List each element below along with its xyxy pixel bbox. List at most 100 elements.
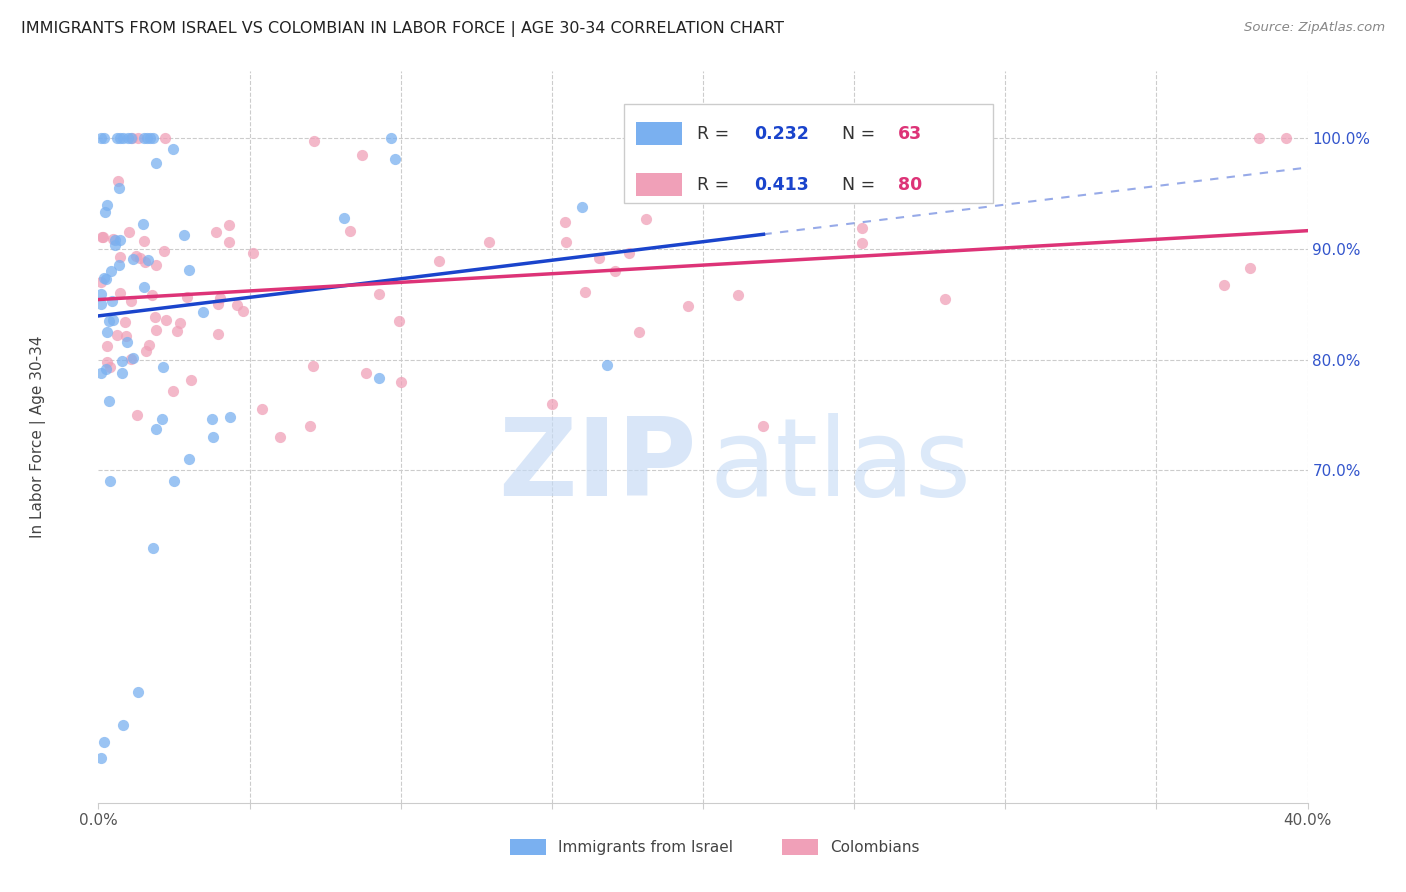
Point [139, 131, 162, 145]
Point [105, 131, 128, 145]
Point [1275, 131, 1298, 145]
Point [201, 412, 224, 426]
Point [226, 298, 249, 312]
Point [540, 397, 562, 411]
Point [134, 255, 156, 269]
Point [127, 685, 149, 699]
Point [117, 131, 139, 145]
Point [207, 297, 229, 311]
Text: Colombians: Colombians [830, 840, 920, 855]
Point [107, 258, 129, 272]
Point [111, 353, 134, 368]
Point [384, 153, 406, 167]
Point [619, 245, 641, 260]
Point [131, 217, 153, 231]
Point [105, 327, 128, 342]
Point [368, 287, 391, 301]
Point [101, 293, 124, 308]
Point [104, 238, 127, 252]
Point [135, 343, 157, 358]
Point [98, 394, 121, 409]
Point [380, 131, 402, 145]
Point [934, 292, 956, 306]
Point [138, 338, 160, 352]
Point [136, 252, 159, 267]
Point [94, 272, 117, 286]
Point [218, 218, 240, 232]
Point [332, 211, 354, 226]
FancyBboxPatch shape [637, 122, 682, 145]
Point [108, 286, 131, 301]
Point [588, 252, 610, 266]
Point [121, 131, 143, 145]
Point [163, 475, 186, 489]
Point [96, 354, 118, 368]
Point [132, 280, 155, 294]
Point [162, 384, 184, 398]
Point [100, 263, 122, 277]
Point [596, 358, 619, 372]
Point [367, 371, 389, 385]
Text: N =: N = [842, 176, 880, 194]
Point [269, 430, 291, 444]
Point [207, 326, 229, 341]
Point [339, 224, 361, 238]
Text: 63: 63 [897, 125, 922, 143]
Point [108, 181, 131, 195]
Point [112, 131, 135, 145]
Text: 0.413: 0.413 [754, 176, 808, 194]
Point [232, 304, 254, 318]
Point [103, 233, 125, 247]
Point [96, 198, 118, 212]
Text: Source: ZipAtlas.com: Source: ZipAtlas.com [1244, 21, 1385, 34]
Point [101, 313, 124, 327]
Point [162, 142, 184, 156]
Point [180, 373, 202, 387]
Text: In Labor Force | Age 30-34: In Labor Force | Age 30-34 [30, 335, 46, 539]
Point [627, 325, 650, 339]
Point [90, 275, 112, 289]
Point [752, 419, 775, 434]
FancyBboxPatch shape [782, 839, 818, 855]
Point [96, 339, 118, 353]
Point [120, 131, 142, 145]
Point [108, 251, 131, 265]
Point [302, 135, 325, 149]
Point [145, 310, 167, 324]
Point [142, 131, 165, 145]
Point [155, 313, 177, 327]
Point [128, 252, 150, 266]
Point [94, 205, 117, 219]
Point [142, 541, 165, 555]
Point [118, 225, 141, 239]
Point [111, 366, 134, 380]
Point [114, 315, 136, 329]
Point [603, 264, 626, 278]
Point [389, 375, 412, 389]
Text: IMMIGRANTS FROM ISRAEL VS COLOMBIAN IN LABOR FORCE | AGE 30-34 CORRELATION CHART: IMMIGRANTS FROM ISRAEL VS COLOMBIAN IN L… [21, 21, 785, 37]
Point [478, 235, 501, 250]
Point [179, 452, 201, 467]
Point [115, 329, 138, 343]
Text: atlas: atlas [709, 413, 972, 519]
Point [93, 131, 115, 145]
Point [100, 474, 122, 488]
Point [1239, 261, 1261, 276]
FancyBboxPatch shape [624, 104, 993, 203]
Point [169, 317, 191, 331]
Point [851, 236, 873, 251]
Point [176, 290, 198, 304]
Point [120, 351, 142, 366]
Point [134, 235, 156, 249]
Point [108, 131, 131, 145]
Point [132, 131, 155, 145]
Point [90, 751, 112, 765]
Point [571, 200, 593, 214]
Point [145, 258, 167, 272]
Point [727, 288, 749, 302]
Point [93, 735, 115, 749]
Point [350, 148, 373, 162]
Point [302, 359, 325, 374]
Point [97, 314, 120, 328]
Point [678, 299, 700, 313]
